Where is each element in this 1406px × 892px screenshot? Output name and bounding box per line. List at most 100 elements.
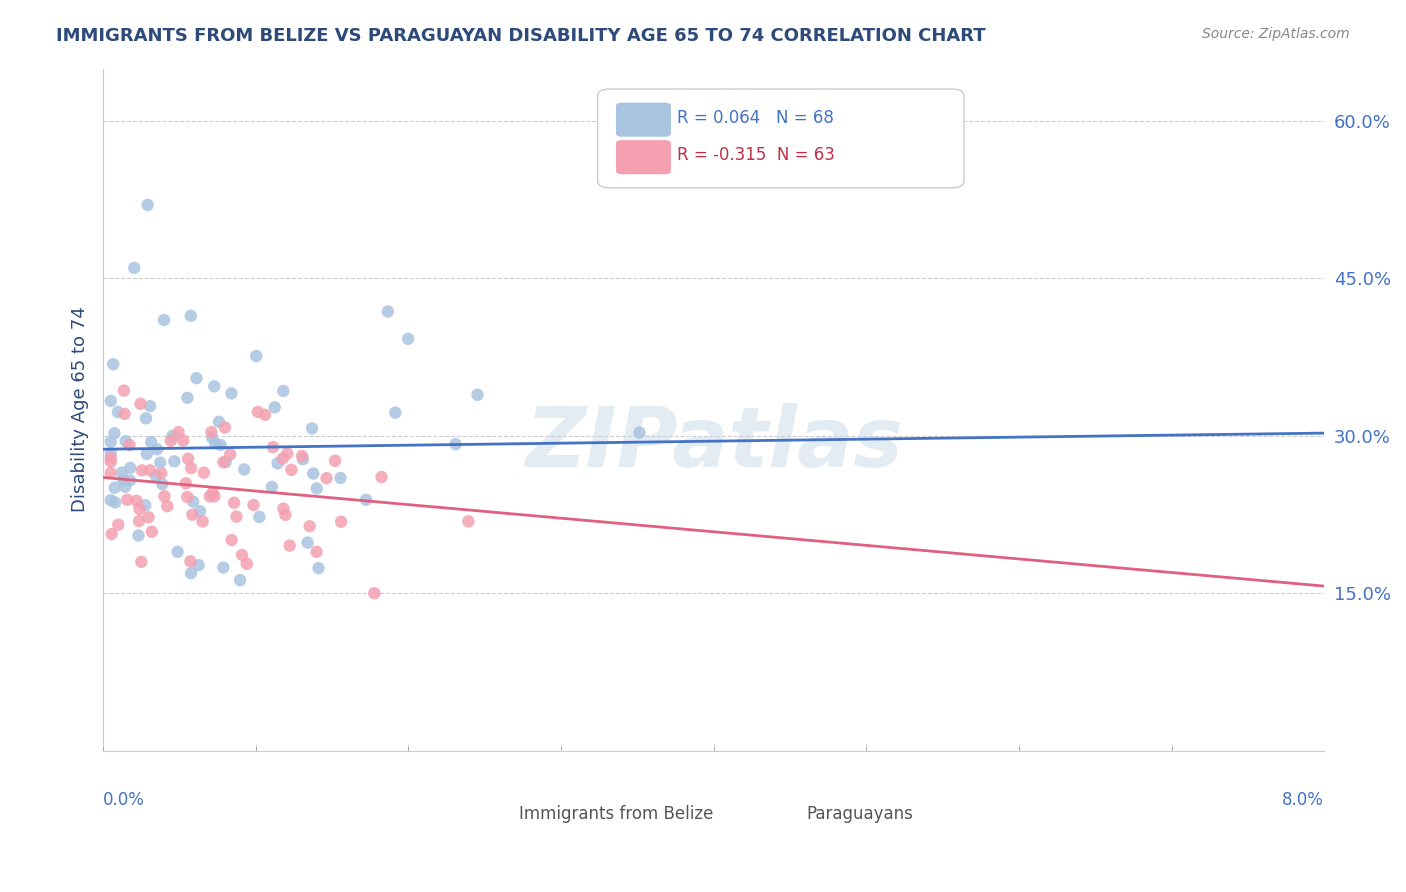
Point xyxy=(212,560,235,574)
Point xyxy=(262,440,284,454)
Point xyxy=(384,406,406,420)
Point xyxy=(231,548,253,562)
Point xyxy=(330,515,353,529)
Point xyxy=(149,456,172,470)
Point xyxy=(291,449,314,463)
Point xyxy=(236,557,259,571)
Point xyxy=(245,349,267,363)
Point xyxy=(280,463,302,477)
Point xyxy=(131,555,153,569)
Point xyxy=(260,480,283,494)
Text: IMMIGRANTS FROM BELIZE VS PARAGUAYAN DISABILITY AGE 65 TO 74 CORRELATION CHART: IMMIGRANTS FROM BELIZE VS PARAGUAYAN DIS… xyxy=(56,27,986,45)
Point xyxy=(112,473,135,487)
Point xyxy=(209,438,232,452)
Point xyxy=(131,463,153,477)
Point xyxy=(224,496,246,510)
Point xyxy=(100,527,122,541)
Point xyxy=(200,425,222,439)
Point xyxy=(176,391,198,405)
Point xyxy=(114,434,136,449)
Point xyxy=(107,405,129,419)
Point xyxy=(253,408,276,422)
Point xyxy=(145,469,167,483)
Point xyxy=(221,386,243,401)
Point xyxy=(111,466,134,480)
Point xyxy=(198,490,221,504)
Point xyxy=(181,508,204,522)
Point xyxy=(125,493,148,508)
Point xyxy=(160,434,183,448)
Point xyxy=(153,313,176,327)
Point xyxy=(162,429,184,443)
Point xyxy=(129,397,152,411)
Text: 8.0%: 8.0% xyxy=(1282,791,1324,809)
Point xyxy=(246,405,269,419)
Point xyxy=(315,471,337,485)
Point xyxy=(221,533,243,547)
Point xyxy=(174,476,197,491)
Point xyxy=(187,558,209,573)
FancyBboxPatch shape xyxy=(598,89,965,188)
Point xyxy=(225,509,247,524)
Point xyxy=(271,384,294,398)
Text: ZIPatlas: ZIPatlas xyxy=(524,403,903,484)
Point xyxy=(150,466,173,480)
Point xyxy=(188,504,211,518)
Point xyxy=(298,519,321,533)
Point xyxy=(134,498,156,512)
Point xyxy=(163,454,186,468)
Point xyxy=(208,415,231,429)
Point xyxy=(100,434,122,449)
Point xyxy=(128,514,150,528)
Point xyxy=(186,371,208,385)
Point xyxy=(297,535,319,549)
Point xyxy=(150,477,173,491)
Point xyxy=(180,566,202,581)
Point xyxy=(444,437,467,451)
FancyBboxPatch shape xyxy=(522,797,557,817)
Point xyxy=(135,411,157,425)
Point xyxy=(180,461,202,475)
Point xyxy=(100,393,122,408)
Point xyxy=(467,388,489,402)
Point xyxy=(122,260,145,275)
Point xyxy=(120,460,142,475)
Point xyxy=(274,508,297,522)
Point xyxy=(167,425,190,440)
Point xyxy=(201,431,224,445)
Text: R = -0.315  N = 63: R = -0.315 N = 63 xyxy=(678,146,835,164)
Point xyxy=(396,332,419,346)
Point xyxy=(103,426,125,441)
Point xyxy=(214,420,236,434)
Point xyxy=(146,442,169,457)
Point xyxy=(271,451,294,466)
FancyBboxPatch shape xyxy=(616,103,671,136)
Point xyxy=(118,438,141,452)
Point xyxy=(153,489,176,503)
Point xyxy=(354,492,377,507)
Point xyxy=(212,455,235,469)
Point xyxy=(114,480,136,494)
Point xyxy=(172,434,194,448)
Point xyxy=(138,510,160,524)
Point xyxy=(201,486,224,500)
Point xyxy=(202,379,225,393)
Point xyxy=(156,499,179,513)
Point xyxy=(120,474,142,488)
Point xyxy=(127,528,149,542)
Text: Paraguayans: Paraguayans xyxy=(807,805,914,823)
Point xyxy=(141,435,163,450)
Text: Immigrants from Belize: Immigrants from Belize xyxy=(519,805,713,823)
Point xyxy=(377,304,399,318)
Point xyxy=(139,463,162,477)
Point xyxy=(305,545,328,559)
Point xyxy=(193,466,215,480)
Point xyxy=(128,502,150,516)
Point xyxy=(628,425,651,440)
Point xyxy=(180,309,202,323)
Point xyxy=(323,454,346,468)
Point xyxy=(115,492,138,507)
Point xyxy=(104,495,127,509)
Point xyxy=(141,524,163,539)
Point xyxy=(107,517,129,532)
